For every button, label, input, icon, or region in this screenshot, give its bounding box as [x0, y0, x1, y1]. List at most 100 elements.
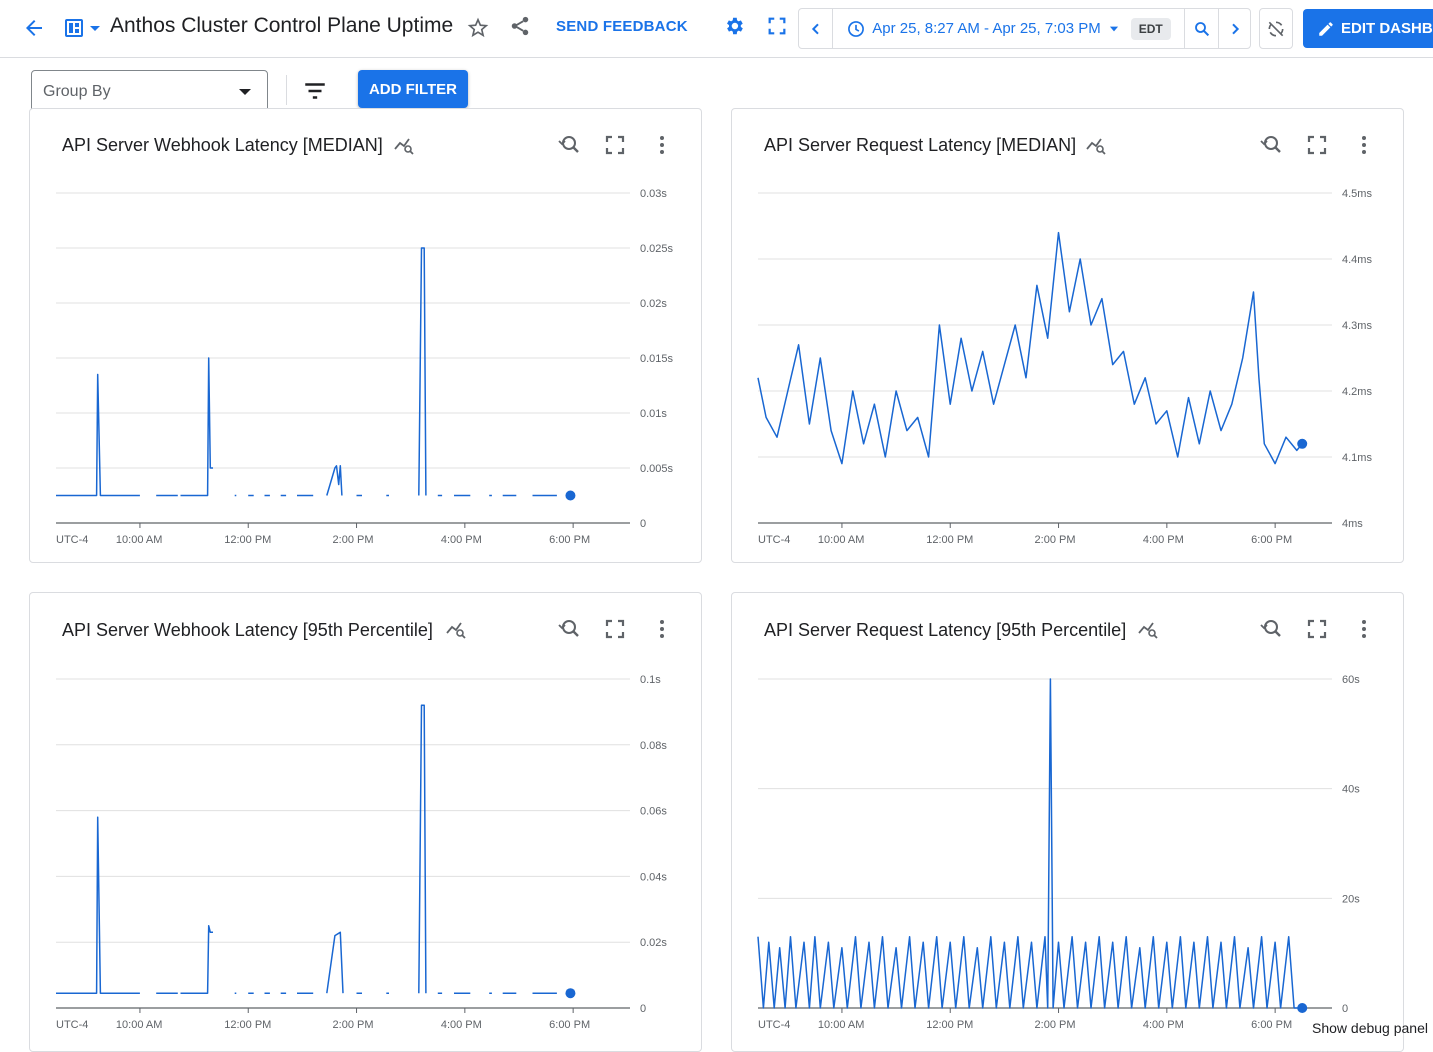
chevron-right-icon[interactable] [1219, 9, 1250, 48]
chart-title: API Server Webhook Latency [MEDIAN] [62, 135, 383, 155]
chart-card-webhook-median: API Server Webhook Latency [MEDIAN] 0 0.0… [29, 108, 702, 563]
y-tick-label: 0.08s [640, 740, 667, 752]
x-tick-label: 12:00 PM [926, 534, 973, 546]
chart-plot: 0 0.005s 0.01s 0.015s 0.02s 0.025s 0.03s UTC-4 1… [56, 188, 674, 546]
x-tick-label: 2:00 PM [333, 1019, 374, 1031]
divider [286, 75, 287, 105]
chevron-down-icon [239, 89, 251, 95]
more-vert-icon[interactable] [648, 615, 676, 643]
y-tick-label: 0 [640, 1003, 646, 1015]
x-tick-label: 4:00 PM [1143, 1019, 1184, 1031]
x-tick-label: 6:00 PM [549, 1019, 590, 1031]
fullscreen-icon[interactable] [1303, 615, 1331, 643]
x-tick-label: 4:00 PM [441, 534, 482, 546]
y-tick-label: 0.06s [640, 806, 667, 818]
series-end-marker [565, 988, 576, 999]
chart-plot: 0 0.02s 0.04s 0.06s 0.08s 0.1s UTC-4 10:00 AM 12… [56, 674, 667, 1031]
add-filter-button[interactable]: ADD FILTER [358, 70, 468, 108]
x-tick-label: 6:00 PM [1251, 534, 1292, 546]
x-tick-label: 4:00 PM [441, 1019, 482, 1031]
zoom-reset-icon[interactable] [1256, 615, 1284, 643]
y-tick-label: 20s [1342, 893, 1360, 905]
x-tick-label: 2:00 PM [1035, 1019, 1076, 1031]
series-line [56, 704, 571, 994]
x-tick-label: 12:00 PM [926, 1019, 973, 1031]
y-tick-label: 0.03s [640, 188, 667, 200]
gear-icon[interactable] [718, 10, 750, 42]
chart-plot: 0 20s 40s 60s UTC-4 10:00 AM 12:00 PM 2:00 PM 4:… [757, 674, 1360, 1031]
fullscreen-icon[interactable] [761, 10, 793, 42]
chart-card-request-median: API Server Request Latency [MEDIAN] 4ms 4… [731, 108, 1404, 563]
y-tick-label: 0 [1342, 1003, 1348, 1015]
x-tick-label: 2:00 PM [333, 534, 374, 546]
x-tick-label: 10:00 AM [116, 1019, 162, 1031]
y-tick-label: 0.025s [640, 243, 674, 255]
edit-dashboard-label: EDIT DASHBOARD [1341, 20, 1433, 37]
chart-title: API Server Request Latency [95th Percent… [764, 620, 1127, 640]
chart-explore-icon[interactable] [1082, 131, 1110, 159]
chart-explore-icon[interactable] [390, 131, 418, 159]
chart-card-webhook-p95: API Server Webhook Latency [95th Percent… [29, 592, 702, 1052]
x-tick-label: 6:00 PM [549, 534, 590, 546]
chevron-left-icon[interactable] [799, 9, 833, 48]
time-range-group: Apr 25, 8:27 AM - Apr 25, 7:03 PM EDT [798, 8, 1251, 49]
group-by-placeholder: Group By [43, 82, 111, 100]
fullscreen-icon[interactable] [601, 615, 629, 643]
x-tick-label: UTC-4 [758, 1019, 790, 1031]
pencil-icon [1319, 21, 1333, 36]
x-tick-label: UTC-4 [758, 534, 790, 546]
zoom-icon[interactable] [1185, 9, 1219, 48]
send-feedback-button[interactable]: SEND FEEDBACK [556, 18, 688, 35]
dashboard-icon [65, 19, 100, 37]
chevron-down-icon [1109, 26, 1118, 31]
y-tick-label: 40s [1342, 784, 1360, 796]
x-tick-label: 2:00 PM [1035, 534, 1076, 546]
y-tick-label: 0.04s [640, 871, 667, 883]
series-end-marker [565, 490, 576, 501]
back-arrow-icon[interactable] [18, 12, 50, 44]
y-tick-label: 0.005s [640, 463, 674, 475]
x-tick-label: 10:00 AM [116, 534, 162, 546]
more-vert-icon[interactable] [1350, 615, 1378, 643]
edit-dashboard-button[interactable]: EDIT DASHBOARD [1303, 9, 1433, 48]
sync-off-icon[interactable] [1259, 8, 1293, 49]
chart-explore-icon[interactable] [442, 615, 470, 643]
chart-card-request-p95: API Server Request Latency [95th Percent… [731, 592, 1404, 1052]
dashboard-picker[interactable] [60, 14, 104, 42]
series-line [757, 678, 1303, 1009]
x-tick-label: 10:00 AM [818, 1019, 864, 1031]
chart-plot: 4ms 4.1ms 4.2ms 4.3ms 4.4ms 4.5ms UTC-4 10:00 A… [757, 188, 1372, 546]
show-debug-panel-link[interactable]: Show debug panel [1312, 1020, 1428, 1036]
group-by-select[interactable]: Group By [31, 70, 268, 113]
x-tick-label: 12:00 PM [224, 534, 271, 546]
clock-icon [848, 20, 865, 37]
filter-icon[interactable] [302, 78, 328, 104]
y-tick-label: 4.3ms [1342, 320, 1372, 332]
y-tick-label: 0.02s [640, 937, 667, 949]
filter-bar: Group By ADD FILTER [0, 58, 1433, 116]
zoom-reset-icon[interactable] [554, 615, 582, 643]
x-tick-label: 10:00 AM [818, 534, 864, 546]
chart-title: API Server Webhook Latency [95th Percent… [62, 620, 433, 640]
zoom-reset-icon[interactable] [1256, 131, 1284, 159]
zoom-reset-icon[interactable] [554, 131, 582, 159]
chart-explore-icon[interactable] [1134, 615, 1162, 643]
y-tick-label: 4.4ms [1342, 254, 1372, 266]
fullscreen-icon[interactable] [1303, 131, 1331, 159]
y-tick-label: 4ms [1342, 518, 1363, 530]
series-end-marker [1297, 1003, 1308, 1013]
y-tick-label: 0.1s [640, 674, 661, 686]
y-tick-label: 4.2ms [1342, 386, 1372, 398]
more-vert-icon[interactable] [1350, 131, 1378, 159]
share-icon[interactable] [504, 10, 536, 42]
y-tick-label: 60s [1342, 674, 1360, 686]
x-tick-label: UTC-4 [56, 534, 88, 546]
y-tick-label: 0.02s [640, 298, 667, 310]
series-line [56, 247, 571, 497]
timezone-badge: EDT [1130, 17, 1171, 40]
more-vert-icon[interactable] [648, 131, 676, 159]
time-range-picker[interactable]: Apr 25, 8:27 AM - Apr 25, 7:03 PM EDT [833, 9, 1185, 48]
top-bar: Anthos Cluster Control Plane Uptime SEND… [0, 0, 1433, 58]
fullscreen-icon[interactable] [601, 131, 629, 159]
star-icon[interactable] [462, 12, 494, 44]
